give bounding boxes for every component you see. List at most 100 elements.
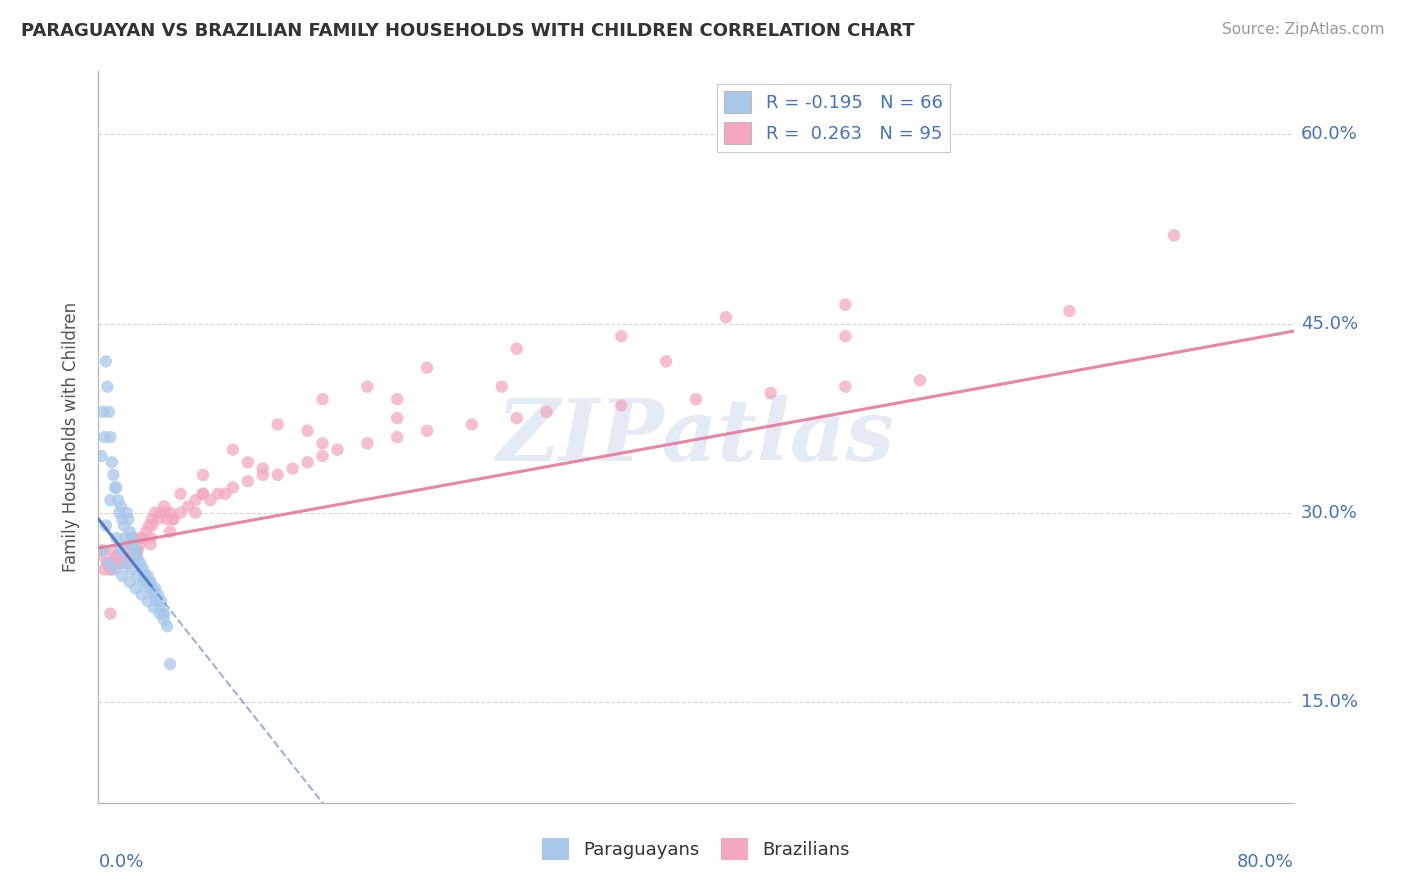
Point — [311, 436, 333, 450]
Point — [222, 442, 245, 457]
Point — [129, 537, 152, 551]
Point — [98, 607, 122, 621]
Point — [103, 543, 125, 558]
Point — [191, 487, 214, 501]
Text: PARAGUAYAN VS BRAZILIAN FAMILY HOUSEHOLDS WITH CHILDREN CORRELATION CHART: PARAGUAYAN VS BRAZILIAN FAMILY HOUSEHOLD… — [21, 22, 915, 40]
Point — [96, 379, 118, 393]
Point — [108, 506, 131, 520]
Point — [150, 506, 173, 520]
Point — [114, 556, 136, 570]
Point — [385, 411, 409, 425]
Point — [114, 549, 136, 564]
Point — [153, 607, 176, 621]
Point — [1163, 228, 1185, 243]
Point — [112, 518, 135, 533]
Point — [143, 588, 166, 602]
Point — [159, 524, 181, 539]
Point — [145, 594, 167, 608]
Point — [104, 481, 127, 495]
Point — [120, 531, 142, 545]
Point — [111, 543, 134, 558]
Point — [141, 518, 163, 533]
Point — [111, 512, 134, 526]
Point — [150, 594, 173, 608]
Point — [252, 467, 274, 482]
Point — [152, 607, 174, 621]
Point — [236, 474, 259, 488]
Point — [120, 537, 142, 551]
Point — [134, 569, 156, 583]
Point — [162, 512, 184, 526]
Point — [1059, 304, 1081, 318]
Point — [121, 537, 143, 551]
Point — [655, 354, 678, 368]
Point — [162, 512, 184, 526]
Point — [94, 518, 117, 533]
Point — [149, 607, 172, 621]
Point — [281, 461, 304, 475]
Point — [93, 562, 115, 576]
Point — [132, 562, 155, 576]
Point — [385, 392, 409, 407]
Point — [125, 582, 148, 596]
Point — [138, 582, 160, 596]
Point — [129, 531, 152, 545]
Point — [326, 442, 349, 457]
Point — [297, 455, 319, 469]
Point — [90, 543, 112, 558]
Point — [103, 467, 125, 482]
Point — [104, 562, 127, 576]
Point — [127, 543, 149, 558]
Point — [191, 487, 214, 501]
Point — [97, 556, 120, 570]
Point — [101, 455, 124, 469]
Point — [169, 506, 191, 520]
Point — [311, 392, 333, 407]
Point — [138, 518, 160, 533]
Point — [169, 487, 191, 501]
Point — [117, 537, 139, 551]
Point — [834, 379, 856, 393]
Point — [714, 310, 737, 325]
Point — [135, 524, 157, 539]
Point — [143, 582, 166, 596]
Point — [94, 354, 117, 368]
Text: 0.0%: 0.0% — [98, 854, 143, 871]
Point — [118, 575, 141, 590]
Point — [91, 543, 114, 558]
Point — [139, 537, 162, 551]
Point — [127, 569, 149, 583]
Point — [98, 562, 122, 576]
Point — [135, 575, 157, 590]
Point — [252, 461, 274, 475]
Point — [91, 405, 114, 419]
Point — [834, 329, 856, 343]
Point — [117, 512, 139, 526]
Point — [153, 613, 176, 627]
Point — [105, 549, 128, 564]
Text: 60.0%: 60.0% — [1301, 126, 1358, 144]
Point — [155, 506, 177, 520]
Point — [222, 481, 245, 495]
Point — [103, 556, 125, 570]
Point — [177, 500, 200, 514]
Point — [96, 556, 118, 570]
Point — [125, 549, 148, 564]
Point — [93, 549, 115, 564]
Text: Source: ZipAtlas.com: Source: ZipAtlas.com — [1222, 22, 1385, 37]
Point — [461, 417, 484, 432]
Point — [159, 506, 181, 520]
Point — [118, 524, 141, 539]
Point — [506, 411, 529, 425]
Point — [184, 506, 207, 520]
Point — [139, 531, 162, 545]
Point — [136, 594, 159, 608]
Point — [191, 467, 214, 482]
Y-axis label: Family Households with Children: Family Households with Children — [62, 302, 80, 572]
Point — [98, 430, 122, 444]
Point — [117, 556, 139, 570]
Text: 45.0%: 45.0% — [1301, 315, 1358, 333]
Point — [159, 657, 181, 671]
Point — [148, 512, 170, 526]
Point — [610, 329, 633, 343]
